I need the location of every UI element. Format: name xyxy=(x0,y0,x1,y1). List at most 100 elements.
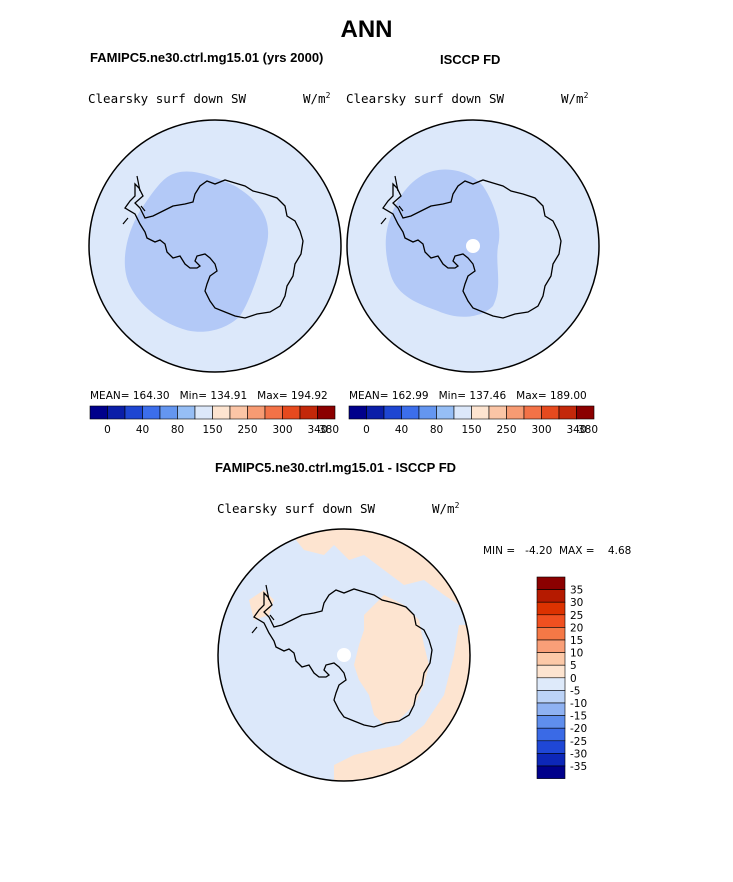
left-colorbar-box xyxy=(229,405,248,420)
diff-colorbar-box xyxy=(536,715,566,729)
right-colorbar-box xyxy=(471,405,490,420)
right-variable-label: Clearsky surf down SW xyxy=(346,91,505,106)
right-colorbar-box xyxy=(366,405,385,420)
right-map-missing-pole xyxy=(466,239,480,253)
right-colorbar-box xyxy=(541,405,560,420)
right-colorbar-label: 150 xyxy=(461,424,481,436)
right-colorbar-box xyxy=(418,405,437,420)
right-colorbar-box xyxy=(576,405,595,420)
diff-colorbar-label: -15 xyxy=(570,711,587,723)
diff-colorbar-label: -25 xyxy=(570,736,587,748)
right-colorbar-box xyxy=(523,405,542,420)
right-colorbar-label: 0 xyxy=(363,424,370,436)
right-colorbar-box xyxy=(383,405,402,420)
diff-variable-label: Clearsky surf down SW xyxy=(217,501,376,516)
diff-colorbar-label: -10 xyxy=(570,698,587,710)
diff-colorbar-box xyxy=(536,576,566,590)
diff-map-coastline xyxy=(253,588,433,728)
left-colorbar-label: 250 xyxy=(237,424,257,436)
diff-colorbar-box xyxy=(536,652,566,666)
diff-colorbar-box xyxy=(536,765,566,779)
right-map-peninsula xyxy=(380,175,404,225)
left-colorbar-box xyxy=(107,405,126,420)
left-colorbar-box xyxy=(247,405,266,420)
left-colorbar-box xyxy=(317,405,336,420)
left-colorbar-box xyxy=(177,405,196,420)
diff-map-peninsula xyxy=(251,584,275,634)
right-colorbar-box xyxy=(401,405,420,420)
right-colorbar-label: 300 xyxy=(531,424,551,436)
diff-colorbar-label: -5 xyxy=(570,685,580,697)
left-colorbar-label: 340 xyxy=(307,424,327,436)
left-map-peninsula xyxy=(122,175,146,225)
diff-colorbar-box xyxy=(536,753,566,767)
right-colorbar-label: 80 xyxy=(430,424,443,436)
diff-units-label: W/m2 xyxy=(432,500,460,516)
diff-colorbar-label: 35 xyxy=(570,585,583,597)
figure-title: ANN xyxy=(340,16,393,43)
right-case-label: ISCCP FD xyxy=(440,52,501,67)
left-colorbar-box xyxy=(142,405,161,420)
left-colorbar-label: 0 xyxy=(104,424,111,436)
left-colorbar-box xyxy=(264,405,283,420)
left-colorbar-label: 300 xyxy=(272,424,292,436)
left-polar-map xyxy=(88,119,342,373)
right-colorbar-box xyxy=(453,405,472,420)
diff-colorbar-label: 25 xyxy=(570,610,583,622)
right-map-low-region xyxy=(385,169,500,317)
diff-colorbar-box xyxy=(536,614,566,628)
right-colorbar-label: 340 xyxy=(566,424,586,436)
diff-colorbar-box xyxy=(536,639,566,653)
right-stats: MEAN= 162.99 Min= 137.46 Max= 189.00 xyxy=(349,390,587,402)
diff-colorbar-box xyxy=(536,740,566,754)
left-variable-label: Clearsky surf down SW xyxy=(88,91,247,106)
left-case-label: FAMIPC5.ne30.ctrl.mg15.01 (yrs 2000) xyxy=(90,50,324,65)
diff-colorbar-label: 5 xyxy=(570,660,577,672)
diff-colorbar-label: -35 xyxy=(570,761,587,773)
diff-colorbar-label: 10 xyxy=(570,648,583,660)
diff-colorbar-box xyxy=(536,702,566,716)
left-map-coastline xyxy=(124,179,304,319)
diff-colorbar-label: -30 xyxy=(570,748,587,760)
diff-colorbar-box xyxy=(536,677,566,691)
diff-colorbar-label: 0 xyxy=(570,673,577,685)
diff-map-border xyxy=(217,528,471,782)
left-stats: MEAN= 164.30 Min= 134.91 Max= 194.92 xyxy=(90,390,328,402)
right-colorbar-label: 250 xyxy=(496,424,516,436)
right-colorbar-label: 40 xyxy=(395,424,408,436)
right-colorbar-box xyxy=(558,405,577,420)
right-colorbar-box xyxy=(506,405,525,420)
diff-colorbar-label: -20 xyxy=(570,723,587,735)
left-colorbar-label: 80 xyxy=(171,424,184,436)
diff-polar-map xyxy=(217,528,471,782)
diff-map-missing-pole xyxy=(337,648,351,662)
right-units-label: W/m2 xyxy=(561,90,589,106)
left-colorbar-label: 380 xyxy=(319,424,339,436)
diff-colorbar-box xyxy=(536,727,566,742)
diff-colorbar-box xyxy=(536,690,566,704)
left-colorbar-label: 150 xyxy=(202,424,222,436)
left-colorbar-box xyxy=(299,405,318,420)
left-colorbar-box xyxy=(159,405,178,420)
left-colorbar-box xyxy=(194,405,213,420)
right-colorbar-label: 380 xyxy=(578,424,598,436)
diff-minmax: MIN = -4.20 MAX = 4.68 xyxy=(483,545,632,557)
right-colorbar-box xyxy=(348,405,367,420)
diff-colorbar-box xyxy=(536,664,566,679)
diff-colorbar-box xyxy=(536,627,566,641)
left-colorbar-box xyxy=(282,405,301,420)
diff-colorbar-label: 30 xyxy=(570,597,583,609)
diff-colorbar-label: 15 xyxy=(570,635,583,647)
left-units-label: W/m2 xyxy=(303,90,331,106)
left-colorbar-box xyxy=(124,405,143,420)
diff-colorbar-box xyxy=(536,601,566,616)
diff-colorbar-label: 20 xyxy=(570,622,583,634)
right-colorbar-box xyxy=(436,405,455,420)
right-map-coastline xyxy=(382,179,562,319)
left-colorbar-label: 40 xyxy=(136,424,149,436)
right-polar-map xyxy=(346,119,600,373)
right-colorbar-box xyxy=(488,405,507,420)
